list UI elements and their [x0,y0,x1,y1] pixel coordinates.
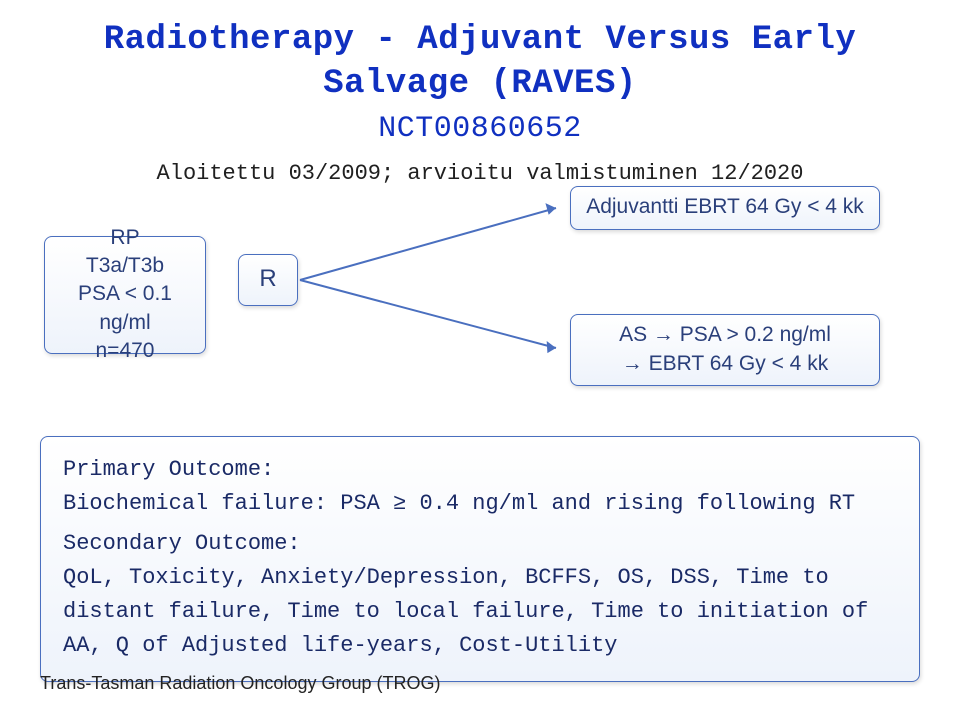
box-population-line1: RP [110,224,139,252]
title-line-1: Radiotherapy - Adjuvant Versus Early Sal… [104,21,857,103]
footer-credit: Trans-Tasman Radiation Oncology Group (T… [40,673,440,694]
arrow-to-adjuvant-head [545,202,556,215]
box-arm-adjuvant-text: Adjuvantti EBRT 64 Gy < 4 kk [586,193,864,221]
box-randomize-label: R [259,263,276,295]
arrow-to-adjuvant-line [300,208,556,280]
secondary-outcome-heading: Secondary Outcome: [63,527,897,561]
box-arm-salvage-line1: AS → PSA > 0.2 ng/ml [619,321,831,349]
arrow-to-salvage-line [300,280,556,348]
box-population-line3: PSA < 0.1 ng/ml [57,280,193,337]
slide-title: Radiotherapy - Adjuvant Versus Early Sal… [40,18,920,151]
arrow-to-salvage-head [545,341,556,354]
flowchart: RP T3a/T3b PSA < 0.1 ng/ml n=470 R Adjuv… [40,186,920,416]
box-arm-salvage-line2: → EBRT 64 Gy < 4 kk [622,350,828,378]
slide-subtitle: Aloitettu 03/2009; arvioitu valmistumine… [40,161,920,186]
slide-root: Radiotherapy - Adjuvant Versus Early Sal… [0,0,960,718]
primary-outcome-text: Biochemical failure: PSA ≥ 0.4 ng/ml and… [63,491,855,516]
box-population-line2: T3a/T3b [86,252,164,280]
title-line-2: NCT00860652 [378,112,582,146]
box-arm-adjuvant: Adjuvantti EBRT 64 Gy < 4 kk [570,186,880,230]
secondary-outcome-text: QoL, Toxicity, Anxiety/Depression, BCFFS… [63,561,897,663]
flowchart-arrows [298,186,578,396]
primary-outcome-heading: Primary Outcome: [63,453,897,487]
box-randomize: R [238,254,298,306]
box-arm-salvage: AS → PSA > 0.2 ng/ml → EBRT 64 Gy < 4 kk [570,314,880,386]
outcomes-box: Primary Outcome: Biochemical failure: PS… [40,436,920,683]
box-population-line4: n=470 [96,337,155,365]
box-population: RP T3a/T3b PSA < 0.1 ng/ml n=470 [44,236,206,354]
